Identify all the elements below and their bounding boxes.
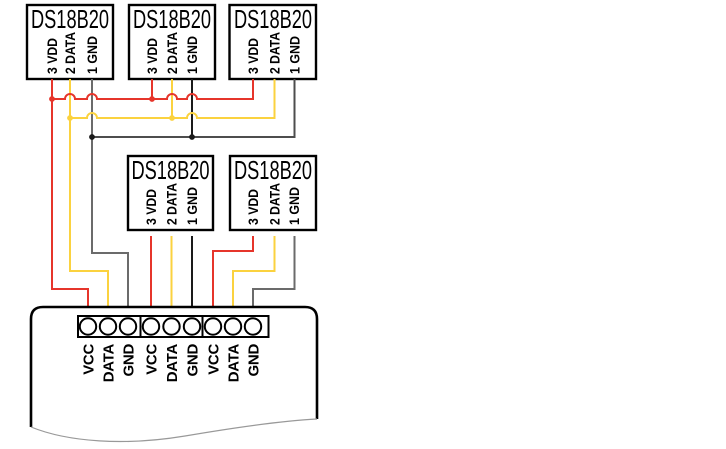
sensor-box-mid-1: DS18B20 3 VDD 2 DATA 1 GND [126,154,215,232]
sensor-box-top-3: DS18B20 3 VDD 2 DATA 1 GND [228,3,318,81]
sensor-title: DS18B20 [31,4,109,34]
terminal-label-vcc-1: VCC [81,344,98,375]
terminal-label-data-1: DATA [101,344,118,383]
pin-label-vdd: 3 VDD [245,189,261,225]
sensor-title: DS18B20 [234,155,312,185]
wire-sensor5-vcc [212,236,254,316]
gnd-bus-wire [92,79,296,138]
junction-dot-data [67,115,73,121]
pin-label-data: 2 DATA [164,183,180,225]
pin-label-data: 2 DATA [267,183,283,225]
terminal-strip [77,315,270,338]
terminal-hole-data-1 [98,317,118,336]
terminal-hole-vcc-2 [141,317,161,336]
terminal-hole-vcc-1 [78,317,98,336]
data-bus-wire [70,79,276,119]
wire-sensor5-data [232,236,276,316]
terminal-label-data-2: DATA [164,344,181,383]
wire-sensor1-gnd [91,79,129,316]
sensor-outline [126,154,215,232]
terminal-hole-vcc-3 [203,317,223,336]
pin-label-vdd: 3 VDD [44,38,60,74]
wire-sensor1-data [69,79,109,316]
terminal-label-vcc-2: VCC [144,344,161,375]
sensor-outline [25,3,115,81]
pin-label-vdd: 3 VDD [245,38,261,74]
sensor-outline [228,3,318,81]
sensor-title: DS18B20 [234,4,312,34]
terminal-label-data-3: DATA [226,344,243,383]
junction-dot-vcc [49,96,55,102]
pin-label-gnd: 1 GND [84,36,100,74]
sensor-box-top-2: DS18B20 3 VDD 2 DATA 1 GND [127,3,217,81]
pin-label-gnd: 1 GND [287,36,303,74]
sensor-box-mid-2: DS18B20 3 VDD 2 DATA 1 GND [228,154,318,232]
terminal-hole-gnd-3 [243,317,263,336]
pin-label-data: 2 DATA [164,32,180,74]
junction-dot-vcc [149,96,155,102]
sensor-outline [228,154,318,232]
vcc-bus-wire [52,79,254,100]
terminal-hole-data-2 [162,317,181,336]
wire-sensor5-gnd [252,236,296,316]
terminal-label-gnd-2: GND [185,344,202,377]
terminal-hole-gnd-1 [118,317,138,336]
pin-label-gnd: 1 GND [184,187,200,225]
controller-torn-edge [30,418,318,443]
pin-label-gnd: 1 GND [184,36,200,74]
junction-dot-data [169,115,175,121]
sensor-box-top-1: DS18B20 3 VDD 2 DATA 1 GND [25,3,115,81]
pin-label-data: 2 DATA [62,32,78,74]
pin-label-data: 2 DATA [267,32,283,74]
terminal-label-gnd-1: GND [121,344,138,377]
pin-label-gnd: 1 GND [286,187,302,225]
pin-label-vdd: 3 VDD [143,189,159,225]
sensor-title: DS18B20 [133,4,211,34]
terminal-label-gnd-3: GND [246,344,263,377]
sensor-outline [127,3,217,81]
terminal-hole-data-3 [223,317,243,336]
terminal-label-vcc-3: VCC [206,344,223,375]
sensor-title: DS18B20 [132,155,210,185]
terminal-hole-gnd-2 [182,317,202,336]
junction-dot-gnd [189,134,195,140]
wire-sensor1-vcc [51,79,89,316]
pin-label-vdd: 3 VDD [144,38,160,74]
junction-dot-gnd [89,134,95,140]
